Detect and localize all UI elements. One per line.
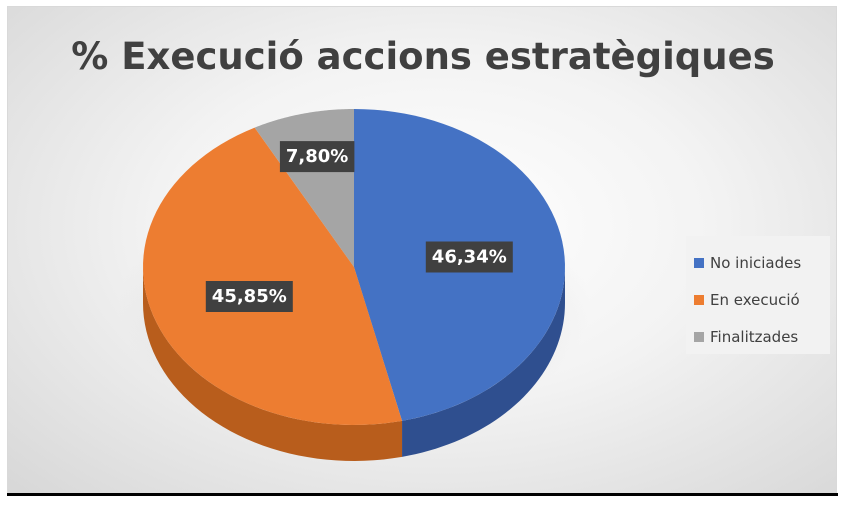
- legend-swatch-no-iniciades: [694, 257, 704, 268]
- data-label-box: [205, 281, 293, 312]
- legend-item-finalitzades: Finalitzades: [694, 318, 830, 355]
- data-label-text: 46,34%: [432, 247, 507, 268]
- legend-label-en-execucio: En execució: [710, 290, 800, 309]
- pie-side-no-iniciades: [402, 267, 565, 457]
- data-label-box: [425, 241, 513, 273]
- bottom-rule: [7, 493, 838, 496]
- legend-swatch-en-execucio: [694, 294, 704, 305]
- legend-swatch-finalitzades: [694, 331, 704, 342]
- pie-side-en-execucio: [143, 267, 403, 461]
- chart-area: % Execució accions estratègiques 46,34% 4…: [7, 6, 837, 495]
- legend-item-en-execucio: En execució: [694, 281, 830, 318]
- legend-label-no-iniciades: No iniciades: [710, 253, 802, 272]
- chart-title: % Execució accions estratègiques: [71, 35, 775, 78]
- pie-slice-en-execucio: [143, 127, 403, 425]
- data-label-box: [279, 141, 355, 173]
- legend: No iniciades En execució Finalitzades: [686, 236, 830, 354]
- data-label-no-iniciades: 46,34%: [425, 241, 513, 273]
- pie-chart: 46,34% 45,85% 7,80%: [118, 109, 590, 461]
- data-label-text: 45,85%: [212, 286, 287, 307]
- data-label-en-execucio: 45,85%: [205, 281, 293, 312]
- legend-item-no-iniciades: No iniciades: [694, 244, 830, 281]
- legend-label-finalitzades: Finalitzades: [710, 327, 799, 346]
- data-label-text: 7,80%: [286, 146, 348, 167]
- data-label-finalitzades: 7,80%: [279, 141, 355, 173]
